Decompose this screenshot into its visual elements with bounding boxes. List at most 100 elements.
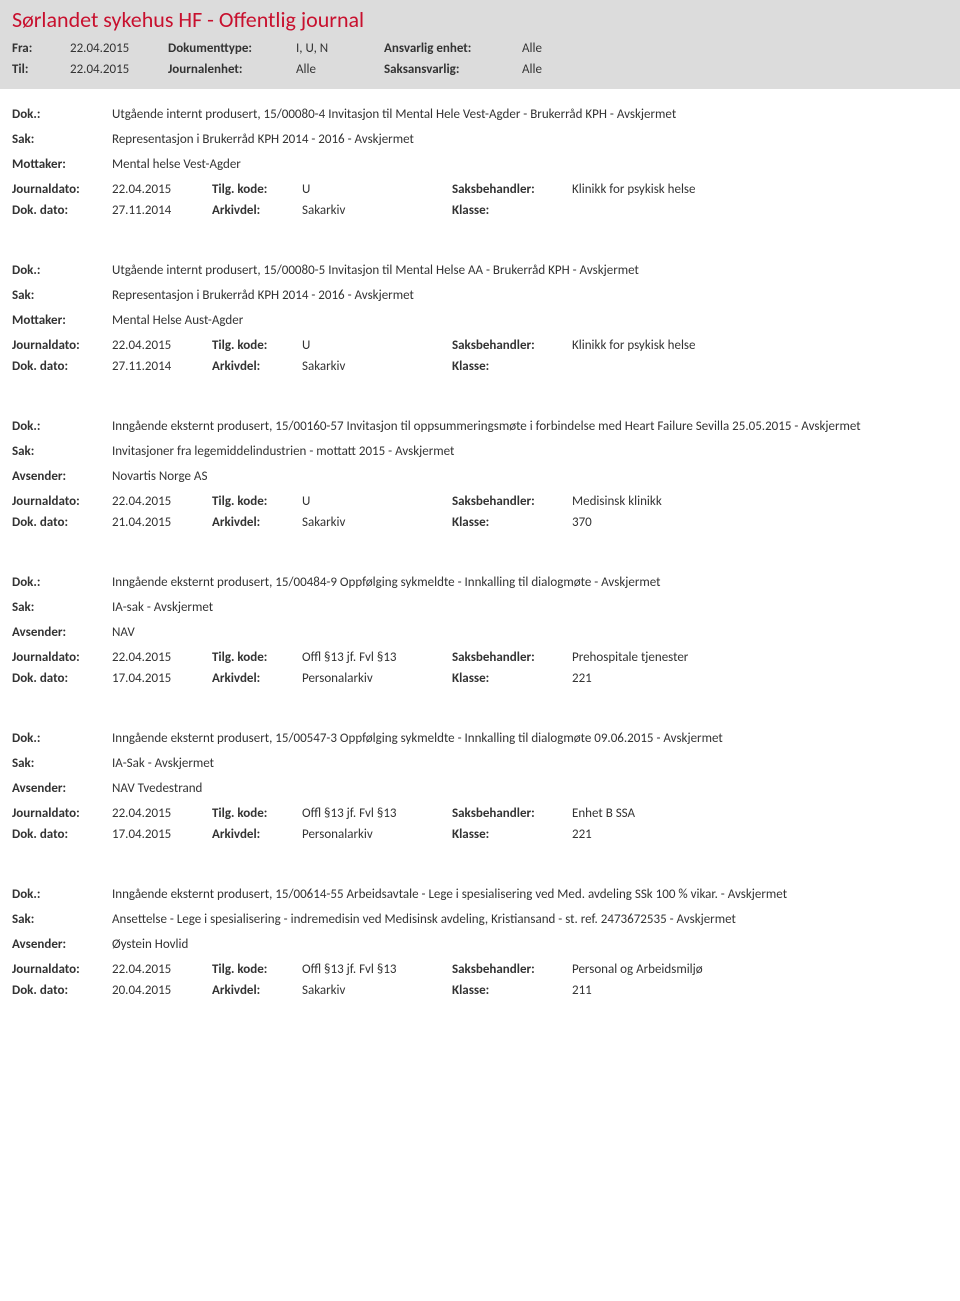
dokdato-label: Dok. dato: — [12, 983, 112, 998]
arkivdel-value: Sakarkiv — [302, 203, 452, 218]
party-value: NAV Tvedestrand — [112, 781, 948, 796]
journal-entry: Dok.: Inngående eksternt produsert, 15/0… — [0, 869, 960, 1025]
dokdato-label: Dok. dato: — [12, 515, 112, 530]
arkivdel-label: Arkivdel: — [212, 827, 302, 842]
sak-value: Representasjon i Brukerråd KPH 2014 - 20… — [112, 132, 948, 147]
party-label: Avsender: — [12, 781, 112, 796]
dok-value: Inngående eksternt produsert, 15/00547-3… — [112, 731, 948, 746]
klasse-label: Klasse: — [452, 827, 572, 842]
klasse-label: Klasse: — [452, 203, 572, 218]
journaldato-value: 22.04.2015 — [112, 494, 212, 509]
party-value: Novartis Norge AS — [112, 469, 948, 484]
arkivdel-value: Sakarkiv — [302, 983, 452, 998]
sak-label: Sak: — [12, 444, 112, 459]
dokdato-value: 20.04.2015 — [112, 983, 212, 998]
journaldato-label: Journaldato: — [12, 338, 112, 353]
sak-value: Representasjon i Brukerråd KPH 2014 - 20… — [112, 288, 948, 303]
dok-value: Utgående internt produsert, 15/00080-4 I… — [112, 107, 948, 122]
dokdato-value: 17.04.2015 — [112, 671, 212, 686]
klasse-label: Klasse: — [452, 983, 572, 998]
header-bar: Sørlandet sykehus HF - Offentlig journal… — [0, 0, 960, 89]
sak-label: Sak: — [12, 288, 112, 303]
dok-value: Inngående eksternt produsert, 15/00614-5… — [112, 887, 948, 902]
journaldato-label: Journaldato: — [12, 650, 112, 665]
party-label: Avsender: — [12, 469, 112, 484]
party-label: Mottaker: — [12, 157, 112, 172]
page-title: Sørlandet sykehus HF - Offentlig journal — [12, 6, 948, 33]
saksansvarlig-label: Saksansvarlig: — [384, 60, 514, 81]
dok-label: Dok.: — [12, 575, 112, 590]
arkivdel-value: Personalarkiv — [302, 827, 452, 842]
party-value: Mental helse Vest-Agder — [112, 157, 948, 172]
filter-row-1: Fra: 22.04.2015 Dokumenttype: I, U, N An… — [12, 39, 948, 60]
klasse-value: 221 — [572, 827, 948, 842]
journaldato-value: 22.04.2015 — [112, 962, 212, 977]
saksbehandler-value: Personal og Arbeidsmiljø — [572, 962, 948, 977]
sak-value: Invitasjoner fra legemiddelindustrien - … — [112, 444, 948, 459]
saksbehandler-label: Saksbehandler: — [452, 962, 572, 977]
dokdato-label: Dok. dato: — [12, 359, 112, 374]
klasse-value: 221 — [572, 671, 948, 686]
dok-label: Dok.: — [12, 419, 112, 434]
dok-label: Dok.: — [12, 107, 112, 122]
saksbehandler-value: Medisinsk klinikk — [572, 494, 948, 509]
til-label: Til: — [12, 60, 62, 81]
tilgkode-label: Tilg. kode: — [212, 962, 302, 977]
tilgkode-value: U — [302, 182, 452, 197]
dokdato-value: 21.04.2015 — [112, 515, 212, 530]
arkivdel-label: Arkivdel: — [212, 203, 302, 218]
journalenhet-value: Alle — [296, 60, 376, 81]
klasse-value: 211 — [572, 983, 948, 998]
klasse-value: 370 — [572, 515, 948, 530]
party-label: Mottaker: — [12, 313, 112, 328]
dok-label: Dok.: — [12, 887, 112, 902]
doktype-label: Dokumenttype: — [168, 39, 288, 60]
dok-value: Inngående eksternt produsert, 15/00160-5… — [112, 419, 948, 434]
dokdato-value: 27.11.2014 — [112, 203, 212, 218]
arkivdel-label: Arkivdel: — [212, 515, 302, 530]
journal-entry: Dok.: Utgående internt produsert, 15/000… — [0, 89, 960, 245]
journaldato-value: 22.04.2015 — [112, 338, 212, 353]
tilgkode-label: Tilg. kode: — [212, 650, 302, 665]
saksbehandler-label: Saksbehandler: — [452, 338, 572, 353]
party-value: NAV — [112, 625, 948, 640]
tilgkode-value: Offl §13 jf. Fvl §13 — [302, 962, 452, 977]
ansvarlig-label: Ansvarlig enhet: — [384, 39, 514, 60]
dok-value: Utgående internt produsert, 15/00080-5 I… — [112, 263, 948, 278]
tilgkode-label: Tilg. kode: — [212, 806, 302, 821]
sak-value: IA-sak - Avskjermet — [112, 600, 948, 615]
journaldato-label: Journaldato: — [12, 182, 112, 197]
arkivdel-label: Arkivdel: — [212, 983, 302, 998]
journaldato-value: 22.04.2015 — [112, 806, 212, 821]
journaldato-label: Journaldato: — [12, 962, 112, 977]
dokdato-value: 27.11.2014 — [112, 359, 212, 374]
klasse-label: Klasse: — [452, 671, 572, 686]
klasse-label: Klasse: — [452, 359, 572, 374]
dokdato-label: Dok. dato: — [12, 827, 112, 842]
journaldato-value: 22.04.2015 — [112, 182, 212, 197]
arkivdel-value: Sakarkiv — [302, 515, 452, 530]
tilgkode-value: Offl §13 jf. Fvl §13 — [302, 806, 452, 821]
dok-value: Inngående eksternt produsert, 15/00484-9… — [112, 575, 948, 590]
fra-value: 22.04.2015 — [70, 39, 160, 60]
fra-label: Fra: — [12, 39, 62, 60]
ansvarlig-value: Alle — [522, 39, 582, 60]
sak-label: Sak: — [12, 600, 112, 615]
saksbehandler-label: Saksbehandler: — [452, 182, 572, 197]
sak-label: Sak: — [12, 912, 112, 927]
saksbehandler-label: Saksbehandler: — [452, 650, 572, 665]
saksbehandler-value: Enhet B SSA — [572, 806, 948, 821]
sak-label: Sak: — [12, 756, 112, 771]
party-label: Avsender: — [12, 937, 112, 952]
journalenhet-label: Journalenhet: — [168, 60, 288, 81]
saksbehandler-value: Klinikk for psykisk helse — [572, 182, 948, 197]
sak-value: Ansettelse - Lege i spesialisering - ind… — [112, 912, 948, 927]
party-value: Mental Helse Aust-Agder — [112, 313, 948, 328]
party-value: Øystein Hovlid — [112, 937, 948, 952]
saksbehandler-label: Saksbehandler: — [452, 494, 572, 509]
journal-entry: Dok.: Inngående eksternt produsert, 15/0… — [0, 557, 960, 713]
saksbehandler-value: Prehospitale tjenester — [572, 650, 948, 665]
journaldato-label: Journaldato: — [12, 494, 112, 509]
journal-entry: Dok.: Inngående eksternt produsert, 15/0… — [0, 401, 960, 557]
tilgkode-label: Tilg. kode: — [212, 338, 302, 353]
